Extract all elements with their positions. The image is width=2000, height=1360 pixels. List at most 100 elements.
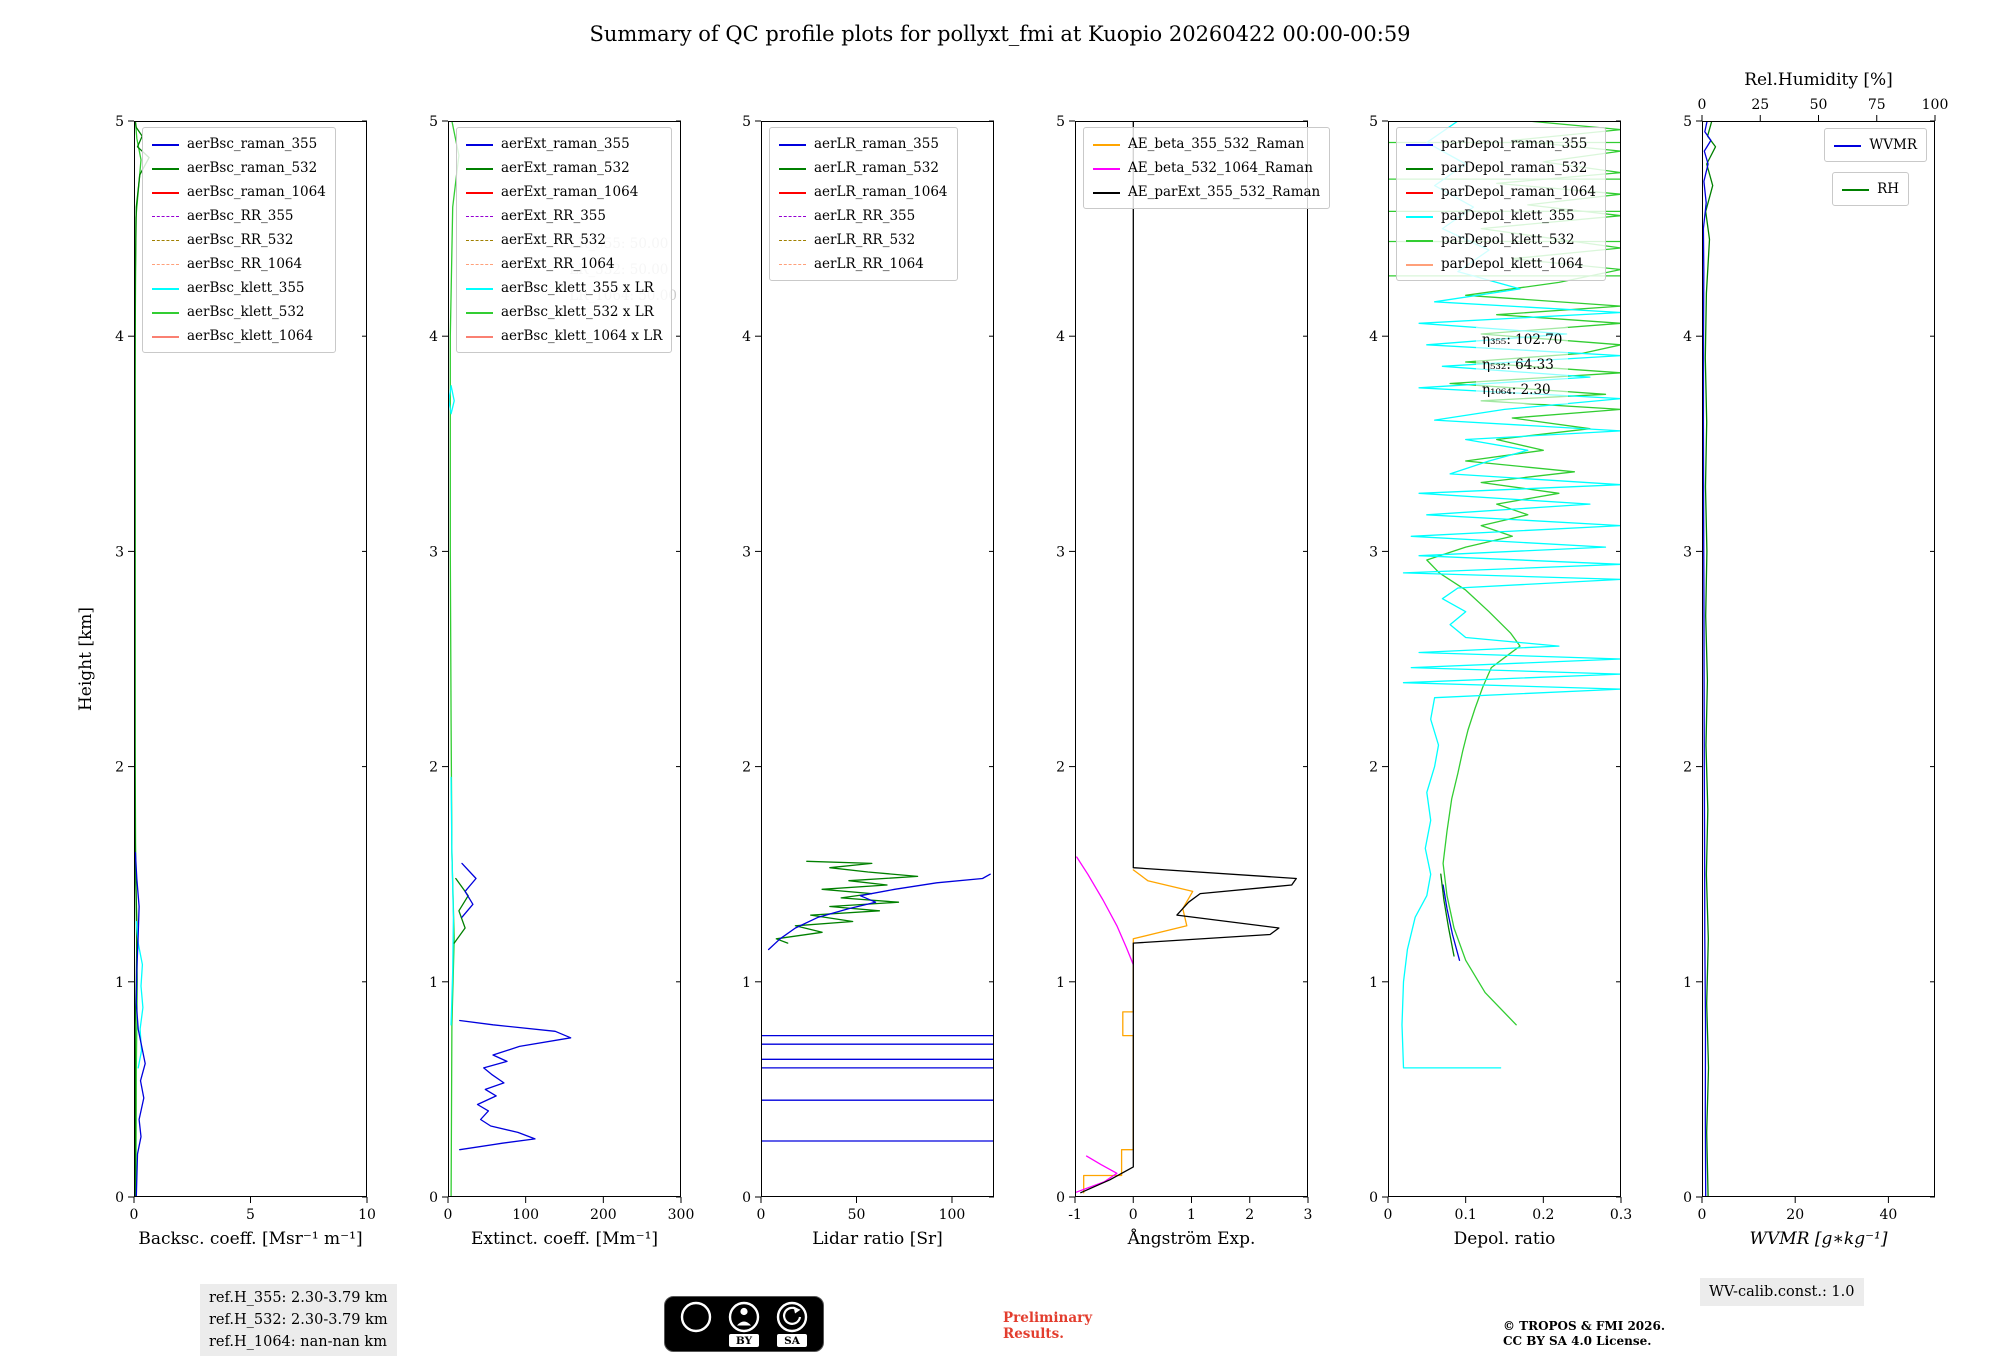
panel-extinction-plot: 0 100 200 300 0 1 2 3 4 5 Extinct. coeff. [Mm⁻¹] [429,114,694,1249]
series-aerExt_raman_532 [453,877,469,944]
legend-line-sample [1406,215,1433,218]
legend-label: aerLR_raman_1064 [814,184,948,200]
copyright-line-1: © TROPOS & FMI 2026. [1503,1319,1666,1333]
x-tick-label: 0 [1129,1207,1138,1223]
x-tick-label: 0 [757,1207,766,1223]
panel-wvmr-frame [1702,121,1935,1197]
legend-line-sample [152,191,179,194]
person-icon-body [737,1321,751,1326]
x-axis-title-angstrom: Ångström Exp. [1127,1228,1256,1249]
legend-line-sample [1842,188,1870,191]
legend-label: aerLR_RR_1064 [814,256,924,272]
x-tick-label: 100 [939,1207,966,1223]
legend-line-sample [1406,191,1433,194]
legend-line-sample [1406,143,1433,146]
panel-wvmr-series [1702,121,1717,1197]
legend-line-sample [466,311,493,314]
legend-row: aerBsc_klett_532 [152,300,326,324]
top-tick-label: 100 [1922,97,1949,113]
legend-line-sample [152,216,179,217]
legend-line-sample [1406,239,1433,242]
legend-row: parDepol_klett_355 [1406,204,1596,228]
y-tick-label: 1 [1683,975,1692,991]
legend-label: aerExt_raman_355 [501,136,630,152]
legend-extinction: aerExt_raman_355 aerExt_raman_532 aerExt_r… [456,127,673,353]
legend-label: aerBsc_klett_532 x LR [501,304,654,320]
legend-row: aerExt_RR_1064 [466,252,662,276]
legend-line-sample [466,335,493,338]
y-tick-label: 5 [1683,114,1692,130]
sa-tab-text: SA [784,1335,801,1347]
top-axis-title: Rel.Humidity [%] [1744,70,1893,90]
person-icon-head [740,1307,748,1316]
legend-label: parDepol_raman_532 [1441,160,1588,176]
legend-row: AE_beta_532_1064_Raman [1093,156,1320,180]
panel-lidar-ratio-frame [761,121,994,1197]
legend-row: aerExt_RR_355 [466,204,662,228]
legend-row: aerBsc_klett_355 x LR [466,276,662,300]
series-aerExt_raman_355 [459,1019,572,1151]
legend-row: aerExt_raman_1064 [466,180,662,204]
series-aerBsc_klett_355_x_LR [450,776,455,1026]
legend-row: aerLR_RR_1064 [779,252,948,276]
top-tick-label: 25 [1751,97,1769,113]
cc-icon [680,1301,712,1333]
y-tick-label: 2 [429,760,438,776]
y-tick-label: 4 [1056,329,1065,345]
legend-row: parDepol_raman_355 [1406,132,1596,156]
legend-row: aerBsc_klett_355 [152,276,326,300]
legend-label: aerLR_RR_532 [814,232,916,248]
panel-angstrom-series [1075,121,1297,1194]
legend-line-sample [466,191,493,194]
legend-row: AE_beta_355_532_Raman [1093,132,1320,156]
legend-label: aerLR_raman_355 [814,136,939,152]
annotation-depol-0: η₃₅₅: 102.70 η₅₃₂: 64.33 η₁₀₆₄: 2.30 [1476,327,1569,404]
x-axis-title-depol: Depol. ratio [1454,1229,1556,1249]
x-tick-label: 0.1 [1455,1207,1477,1223]
series-aerBsc_raman_355 [134,852,146,1197]
legend-row: aerBsc_klett_532 x LR [466,300,662,324]
legend-line-sample [466,143,493,146]
y-tick-label: 5 [742,114,751,130]
series-parDepol_raman_532 [1440,873,1455,957]
legend-label: AE_parExt_355_532_Raman [1128,184,1321,200]
panel-backscatter-frame [134,121,367,1197]
top-tick-label: 0 [1698,97,1707,113]
y-tick-label: 1 [1369,975,1378,991]
annotation-line: η₅₃₂: 64.33 [1482,357,1554,373]
legend-label: aerExt_RR_532 [501,232,606,248]
panel-lidar-ratio-plot: 0 50 100 0 1 2 3 4 5 Lidar ratio [Sr] [742,114,994,1249]
y-tick-label: 1 [1056,975,1065,991]
legend-label: aerBsc_klett_532 [187,304,305,320]
series-parDepol_klett_355 [1401,121,1621,1069]
panel-extinction-frame [448,121,681,1197]
x-tick-label: 50 [848,1207,866,1223]
legend-row: AE_parExt_355_532_Raman [1093,180,1320,204]
panel-wvmr: 0 20 40 0 1 2 3 4 5 0 25 50 75 100 Rel.Humidity [%] WVM… [1683,70,1948,1249]
x-tick-label: 20 [1786,1207,1804,1223]
y-tick-label: 4 [742,329,751,345]
cc-by-sa-badge: CC BY SA [664,1296,824,1352]
panel-depol-plot: 0 0.1 0.2 0.3 0 1 2 3 4 5 Depol. ratio [1369,114,1632,1249]
x-tick-label: 200 [590,1207,617,1223]
y-tick-label: 5 [429,114,438,130]
x-tick-label: 0.2 [1532,1207,1554,1223]
series-AE_beta_532_1064_Raman [1076,856,1134,966]
legend-label: aerBsc_raman_532 [187,160,318,176]
x-tick-label: 3 [1304,1207,1313,1223]
legend-row: aerBsc_klett_1064 x LR [466,324,662,348]
legend-row: aerBsc_RR_532 [152,228,326,252]
series-RH [1704,121,1717,1197]
legend-line-sample [779,216,806,217]
y-tick-label: 2 [1369,760,1378,776]
wv-calib-note: WV-calib.const.: 1.0 [1700,1278,1864,1306]
series-AE_beta_355_532_Raman [1083,869,1194,1194]
x-tick-label: 100 [512,1207,539,1223]
legend-label: aerBsc_klett_355 x LR [501,280,654,296]
legend-row: aerBsc_raman_1064 [152,180,326,204]
legend-label: aerBsc_raman_1064 [187,184,326,200]
x-tick-label: 0 [1384,1207,1393,1223]
